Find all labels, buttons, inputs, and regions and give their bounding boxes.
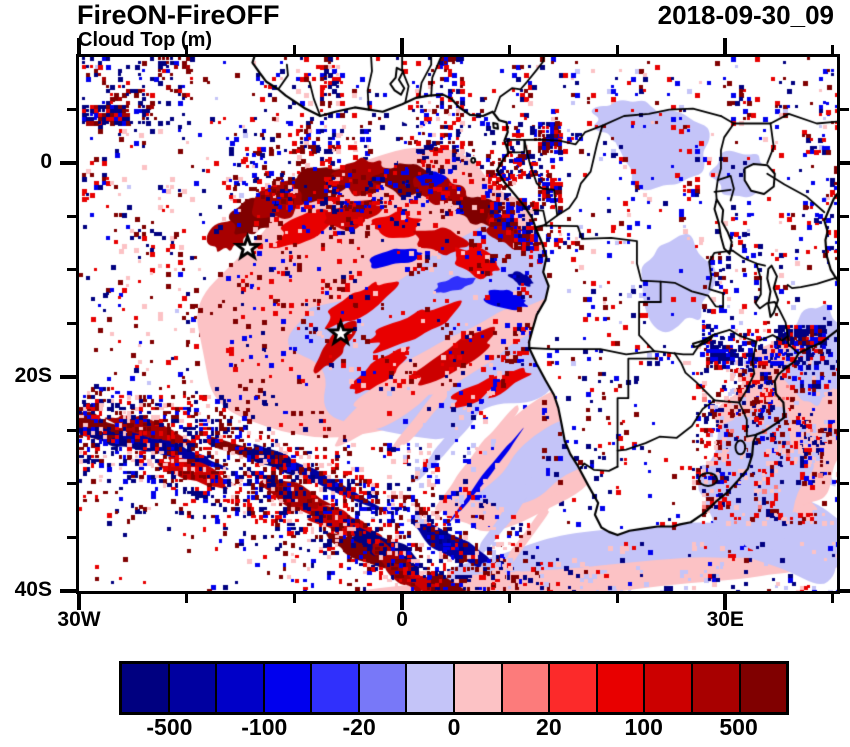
colorbar-tick-label: 100 (624, 714, 663, 740)
figure-subtitle: Cloud Top (m) (78, 29, 213, 51)
x-minor-tick (831, 594, 835, 603)
x-major-tick (723, 594, 728, 610)
y-minor-tick (840, 428, 849, 432)
y-minor-tick (840, 321, 849, 325)
colorbar-tick-label: 0 (447, 714, 461, 740)
y-minor-tick (840, 268, 849, 272)
y-minor-tick (67, 482, 76, 486)
colorbar-cell (122, 664, 170, 712)
colorbar-cell (169, 664, 218, 712)
x-minor-tick (616, 45, 620, 54)
x-major-tick (400, 38, 405, 54)
colorbar-cell (264, 664, 313, 712)
map-field-canvas (79, 57, 837, 591)
x-major-tick (77, 38, 81, 54)
x-minor-tick (292, 594, 296, 603)
colorbar-cell (359, 664, 408, 712)
colorbar-cell (312, 664, 360, 712)
x-tick-label: 30W (57, 608, 101, 631)
colorbar-cell (502, 664, 551, 712)
x-minor-tick (831, 45, 835, 54)
y-major-tick (60, 161, 76, 166)
y-major-tick (60, 374, 76, 379)
colorbar-cell (455, 664, 503, 712)
colorbar-tick-label: -500 (146, 714, 193, 740)
x-major-tick (723, 38, 728, 54)
y-minor-tick (840, 214, 849, 218)
y-minor-tick (840, 108, 849, 112)
y-minor-tick (67, 214, 76, 218)
colorbar-cell (550, 664, 598, 712)
colorbar-cell (597, 664, 646, 712)
y-minor-tick (67, 108, 76, 112)
colorbar-tick-label: -20 (342, 714, 376, 740)
y-minor-tick (840, 482, 849, 486)
y-major-tick (840, 588, 850, 593)
figure-title: FireON-FireOFF (77, 0, 280, 30)
y-minor-tick (67, 535, 76, 539)
x-minor-tick (292, 45, 296, 54)
colorbar-tick-label: 500 (719, 714, 758, 740)
x-minor-tick (508, 594, 512, 603)
x-minor-tick (616, 594, 620, 603)
colorbar-tick-label: 20 (536, 714, 562, 740)
colorbar-cell (740, 664, 787, 712)
y-major-tick (60, 588, 76, 593)
y-tick-label: 20S (14, 363, 52, 387)
x-major-tick (400, 594, 405, 610)
x-tick-label: 30E (706, 608, 744, 631)
x-major-tick (77, 594, 81, 610)
x-minor-tick (185, 45, 189, 54)
y-tick-label: 40S (14, 577, 52, 601)
colorbar-tick-label: -100 (241, 714, 288, 740)
y-minor-tick (67, 428, 76, 432)
colorbar-cell (407, 664, 456, 712)
x-minor-tick (185, 594, 189, 603)
y-minor-tick (840, 535, 849, 539)
colorbar-cell (692, 664, 741, 712)
y-tick-label: 0 (40, 150, 52, 174)
colorbar-cell (217, 664, 265, 712)
y-minor-tick (67, 321, 76, 325)
figure-timestamp: 2018-09-30_09 (657, 0, 834, 30)
y-major-tick (840, 374, 850, 379)
colorbar-cell (645, 664, 693, 712)
y-minor-tick (67, 268, 76, 272)
y-major-tick (840, 161, 850, 166)
colorbar (119, 661, 789, 715)
x-minor-tick (508, 45, 512, 54)
x-tick-label: 0 (396, 608, 408, 631)
